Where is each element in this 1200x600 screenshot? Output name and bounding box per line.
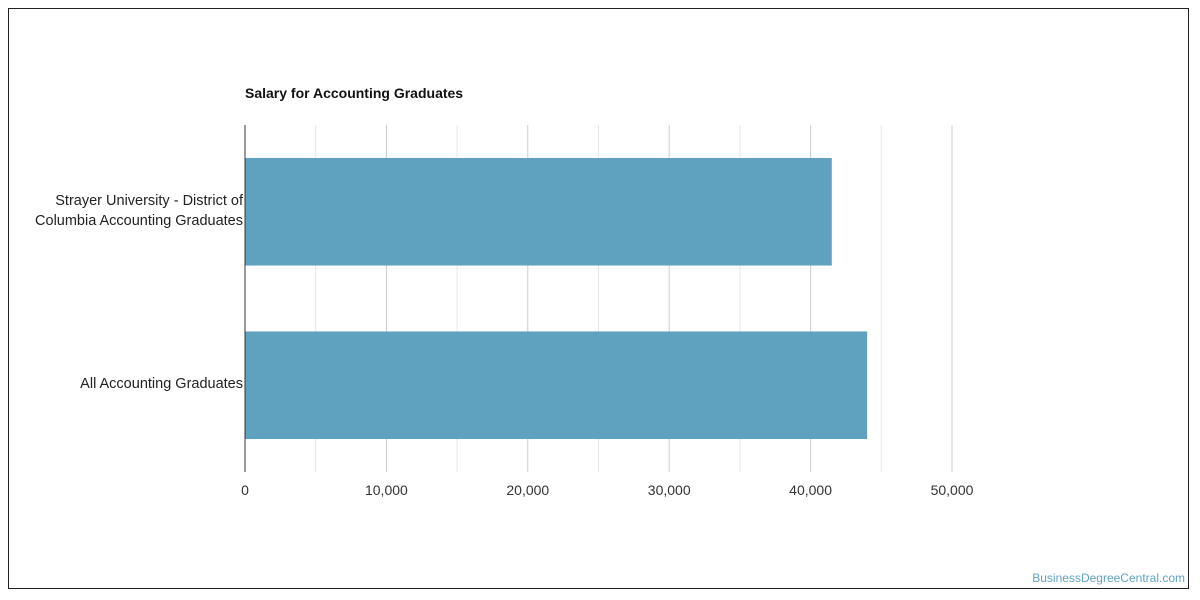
x-tick-label: 40,000 — [789, 482, 832, 498]
category-label-line: Strayer University - District of — [55, 192, 243, 209]
category-label-0: Strayer University - District of Columbia… — [35, 191, 243, 231]
bars — [245, 157, 868, 440]
x-tick-label: 10,000 — [365, 482, 408, 498]
x-tick-label: 50,000 — [931, 482, 974, 498]
source-watermark[interactable]: BusinessDegreeCentral.com — [1032, 571, 1185, 585]
category-label-line: Columbia Accounting Graduates — [35, 212, 243, 229]
x-tick-labels: 0 10,000 20,000 30,000 40,000 50,000 — [241, 482, 974, 498]
x-tick-label: 20,000 — [506, 482, 549, 498]
bar-1[interactable] — [245, 331, 868, 440]
bar-0[interactable] — [245, 157, 832, 266]
x-tick-label: 0 — [241, 482, 249, 498]
category-label-line: All Accounting Graduates — [80, 376, 243, 393]
x-tick-label: 30,000 — [648, 482, 691, 498]
category-label-1: All Accounting Graduates — [80, 374, 243, 394]
chart-title: Salary for Accounting Graduates — [245, 85, 464, 101]
